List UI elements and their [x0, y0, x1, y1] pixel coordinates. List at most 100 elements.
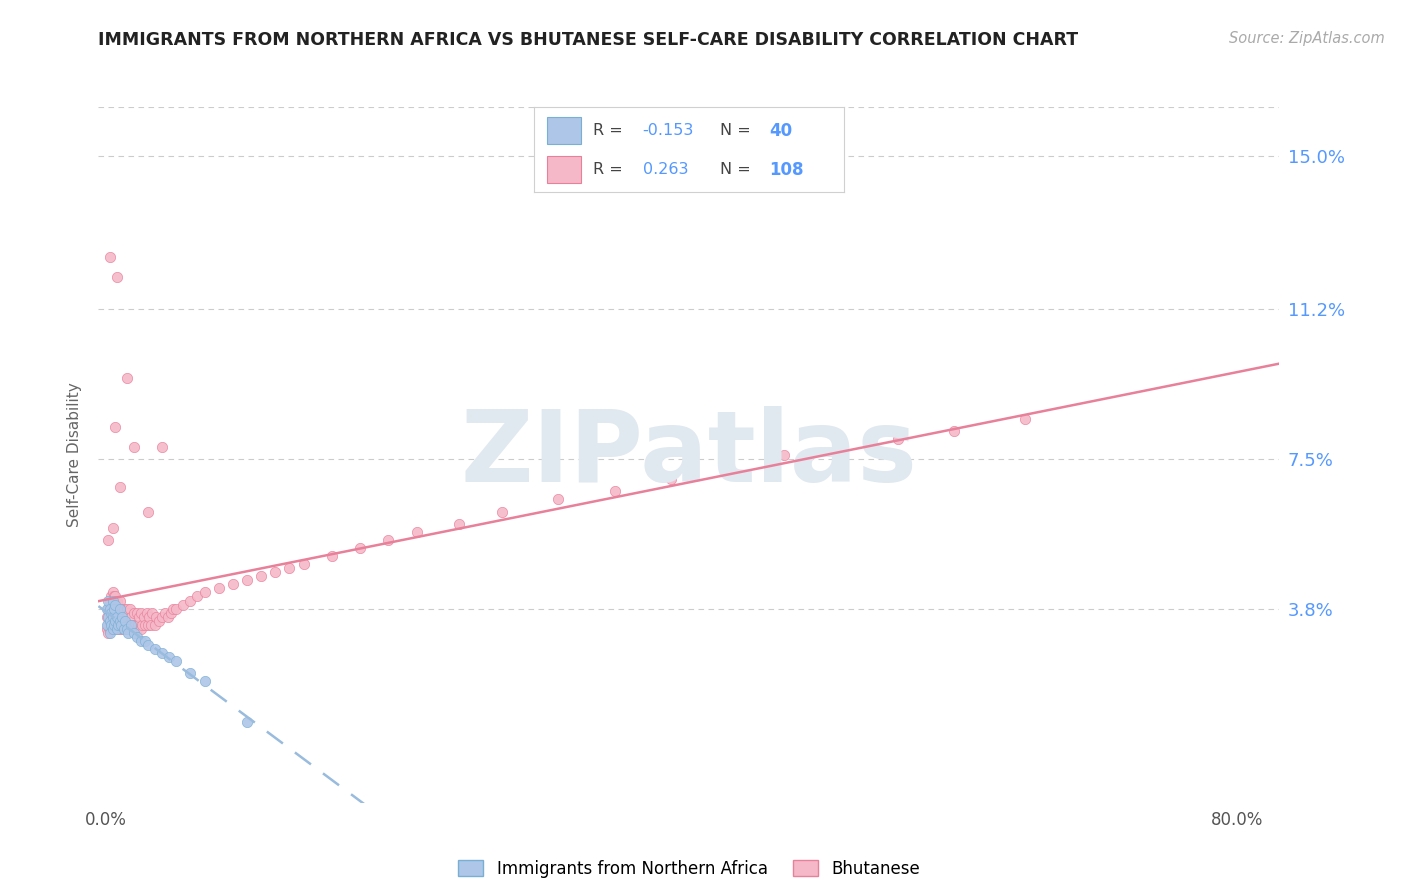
Point: [100, 617, 122, 632]
Point: [104, 598, 127, 612]
Text: ZIPatlas: ZIPatlas: [461, 407, 917, 503]
Point: [104, 419, 127, 434]
Point: [105, 269, 128, 284]
Point: [127, 617, 149, 632]
Point: [98, 593, 121, 607]
Text: -0.153: -0.153: [643, 123, 695, 138]
Point: [603, 484, 626, 499]
Point: [108, 606, 131, 620]
Point: [125, 622, 148, 636]
Point: [112, 601, 135, 615]
Point: [105, 622, 128, 636]
Point: [139, 617, 162, 632]
Point: [128, 609, 150, 624]
Point: [278, 561, 301, 575]
Point: [103, 617, 125, 632]
Point: [98, 606, 121, 620]
Point: [98, 601, 121, 615]
Point: [114, 622, 136, 636]
Text: Source: ZipAtlas.com: Source: ZipAtlas.com: [1229, 31, 1385, 46]
Point: [125, 606, 148, 620]
FancyBboxPatch shape: [547, 117, 581, 145]
Point: [112, 622, 135, 636]
Point: [108, 593, 131, 607]
Point: [141, 606, 163, 620]
FancyBboxPatch shape: [547, 156, 581, 183]
Point: [129, 634, 152, 648]
Point: [111, 609, 134, 624]
Point: [115, 622, 138, 636]
Point: [943, 424, 966, 438]
Point: [103, 590, 125, 604]
Point: [98, 622, 121, 636]
Point: [208, 582, 231, 596]
Point: [129, 622, 152, 636]
Point: [101, 609, 124, 624]
Point: [165, 654, 187, 668]
Point: [108, 480, 131, 494]
Point: [150, 440, 173, 454]
Text: 108: 108: [769, 161, 804, 178]
Point: [1014, 411, 1036, 425]
Point: [107, 617, 129, 632]
Point: [115, 371, 138, 385]
Point: [165, 601, 187, 615]
Point: [96, 601, 118, 615]
Legend: Immigrants from Northern Africa, Bhutanese: Immigrants from Northern Africa, Bhutane…: [458, 860, 920, 878]
Point: [179, 666, 201, 681]
Point: [98, 626, 121, 640]
Point: [132, 609, 155, 624]
Point: [121, 617, 143, 632]
Point: [153, 606, 176, 620]
Point: [547, 492, 569, 507]
Point: [135, 606, 157, 620]
Point: [105, 606, 128, 620]
Point: [108, 614, 131, 628]
Point: [250, 569, 273, 583]
Point: [107, 601, 129, 615]
Point: [108, 622, 131, 636]
Point: [122, 606, 145, 620]
Point: [717, 460, 740, 475]
Text: R =: R =: [593, 162, 623, 178]
Text: R =: R =: [593, 123, 623, 138]
Point: [97, 626, 120, 640]
Point: [110, 601, 132, 615]
Point: [150, 609, 173, 624]
Point: [98, 250, 121, 264]
Point: [129, 606, 152, 620]
Point: [101, 521, 124, 535]
Point: [143, 617, 166, 632]
Point: [136, 504, 159, 518]
Point: [110, 617, 132, 632]
Point: [104, 601, 127, 615]
Point: [136, 617, 159, 632]
Point: [98, 614, 121, 628]
Point: [118, 601, 141, 615]
Point: [117, 626, 139, 640]
Text: 0.263: 0.263: [643, 162, 688, 178]
Point: [172, 598, 194, 612]
Point: [103, 606, 125, 620]
Point: [115, 601, 138, 615]
Point: [103, 617, 125, 632]
Point: [101, 585, 124, 599]
Point: [292, 557, 315, 571]
Point: [491, 504, 513, 518]
Point: [122, 440, 145, 454]
Point: [120, 609, 142, 624]
Point: [111, 622, 134, 636]
Point: [114, 614, 136, 628]
Point: [222, 577, 245, 591]
Point: [773, 448, 796, 462]
Point: [112, 617, 135, 632]
Point: [136, 638, 159, 652]
Point: [830, 440, 852, 454]
Point: [150, 646, 173, 660]
Point: [186, 590, 208, 604]
Point: [405, 524, 427, 539]
Point: [122, 626, 145, 640]
Point: [118, 617, 141, 632]
Point: [114, 609, 136, 624]
Point: [96, 622, 118, 636]
